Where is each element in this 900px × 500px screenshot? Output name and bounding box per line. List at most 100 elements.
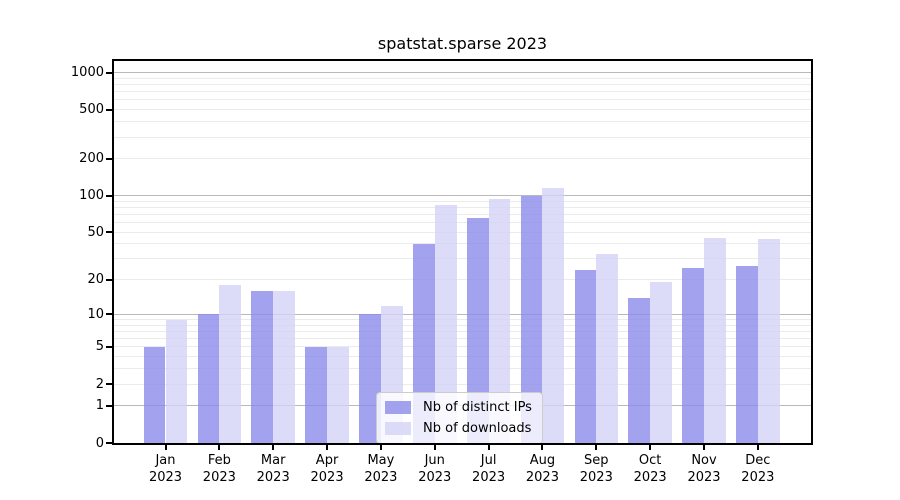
y-tick-label: 20	[87, 272, 104, 288]
x-tick-year: 2023	[418, 470, 452, 485]
y-tick-label: 10	[87, 306, 104, 322]
x-tick-mark	[595, 445, 598, 450]
y-tick-mark	[106, 383, 113, 386]
x-tick-month: Jul	[480, 453, 497, 468]
y-tick-label: 5	[95, 339, 104, 355]
bar-distinct-ips	[520, 195, 543, 443]
x-tick-year: 2023	[687, 470, 721, 485]
x-tick-mark	[433, 445, 436, 450]
grid-line-minor	[114, 279, 811, 281]
x-tick-month: Sep	[584, 453, 609, 468]
legend-item-distinct-ips: Nb of distinct IPs	[385, 400, 532, 415]
grid-line-minor	[114, 258, 811, 260]
y-tick-label: 1000	[70, 65, 104, 81]
x-tick-label: May 2023	[351, 452, 411, 486]
x-tick-mark	[164, 445, 167, 450]
bar-downloads	[542, 188, 565, 443]
grid-line-minor	[114, 77, 811, 79]
x-tick-label: Feb 2023	[189, 452, 249, 486]
x-tick-year: 2023	[202, 470, 236, 485]
x-tick-year: 2023	[364, 470, 398, 485]
bar-downloads	[273, 291, 295, 443]
y-tick-label: 0	[95, 435, 104, 451]
y-tick-mark	[106, 345, 113, 348]
y-tick-label: 500	[79, 102, 104, 118]
bar-downloads	[434, 205, 457, 443]
legend-item-downloads: Nb of downloads	[385, 421, 532, 436]
x-tick-mark	[218, 445, 221, 450]
grid-line-minor	[114, 243, 811, 245]
grid-line-minor	[114, 213, 811, 215]
x-tick-month: Mar	[260, 453, 286, 468]
y-tick-mark	[106, 71, 113, 74]
x-tick-year: 2023	[525, 470, 559, 485]
bar-downloads	[165, 319, 188, 443]
x-tick-mark	[649, 445, 652, 450]
x-tick-month: Nov	[691, 453, 717, 468]
x-tick-mark	[326, 445, 329, 450]
bar-distinct-ips	[682, 268, 704, 443]
x-tick-label: Nov 2023	[674, 452, 734, 486]
grid-line-minor	[114, 91, 811, 93]
x-tick-month: Feb	[207, 453, 231, 468]
x-tick-month: Dec	[745, 453, 771, 468]
grid-line-major	[114, 72, 811, 74]
grid-line-minor	[114, 383, 811, 385]
plot-area: Nb of distinct IPs Nb of downloads	[114, 61, 811, 443]
grid-line-minor	[114, 121, 811, 123]
bar-downloads	[488, 198, 511, 443]
y-tick-label: 100	[79, 188, 104, 204]
x-tick-year: 2023	[579, 470, 613, 485]
bar-distinct-ips	[574, 270, 597, 443]
x-tick-year: 2023	[310, 470, 344, 485]
bar-distinct-ips	[359, 314, 381, 443]
grid-line-minor	[114, 324, 811, 326]
x-tick-month: Aug	[529, 453, 556, 468]
plot-border	[112, 59, 813, 445]
x-tick-mark	[487, 445, 490, 450]
y-tick-mark	[106, 157, 113, 160]
bar-downloads	[327, 346, 349, 443]
x-tick-year: 2023	[633, 470, 667, 485]
x-tick-mark	[272, 445, 275, 450]
bar-downloads	[596, 253, 619, 443]
bar-distinct-ips	[197, 314, 220, 443]
grid-line-minor	[114, 158, 811, 160]
x-tick-month: Jan	[155, 453, 176, 468]
x-tick-mark	[541, 445, 544, 450]
x-tick-year: 2023	[148, 470, 183, 485]
bar-downloads	[219, 285, 242, 443]
legend-swatch-downloads	[385, 422, 411, 435]
grid-line-minor	[114, 99, 811, 101]
grid-line-minor	[114, 109, 811, 111]
bar-downloads	[704, 237, 726, 443]
x-tick-label: Jun 2023	[405, 452, 465, 486]
legend-label-downloads: Nb of downloads	[423, 421, 532, 436]
y-tick-mark	[106, 313, 113, 316]
x-tick-label: Sep 2023	[566, 452, 626, 486]
x-tick-mark	[379, 445, 382, 450]
x-tick-label: Jan 2023	[136, 452, 196, 486]
x-tick-month: May	[367, 453, 395, 468]
legend-swatch-distinct-ips	[385, 401, 411, 414]
grid-line-minor	[114, 206, 811, 208]
y-tick-mark	[106, 108, 113, 111]
bar-distinct-ips	[736, 266, 758, 443]
y-tick-mark	[106, 404, 113, 407]
grid-line-minor	[114, 346, 811, 348]
y-tick-mark	[106, 231, 113, 234]
bar-distinct-ips	[628, 297, 651, 443]
x-tick-month: Oct	[638, 453, 662, 468]
x-tick-mark	[756, 445, 759, 450]
x-tick-year: 2023	[472, 470, 506, 485]
y-tick-label: 200	[79, 151, 104, 167]
x-tick-year: 2023	[741, 470, 775, 485]
grid-line-minor	[114, 231, 811, 233]
x-tick-label: Mar 2023	[243, 452, 303, 486]
grid-line-minor	[114, 368, 811, 370]
grid-line-minor	[114, 331, 811, 332]
x-tick-month: Apr	[315, 453, 339, 468]
x-tick-month: Jun	[424, 453, 445, 468]
grid-line-minor	[114, 356, 811, 358]
